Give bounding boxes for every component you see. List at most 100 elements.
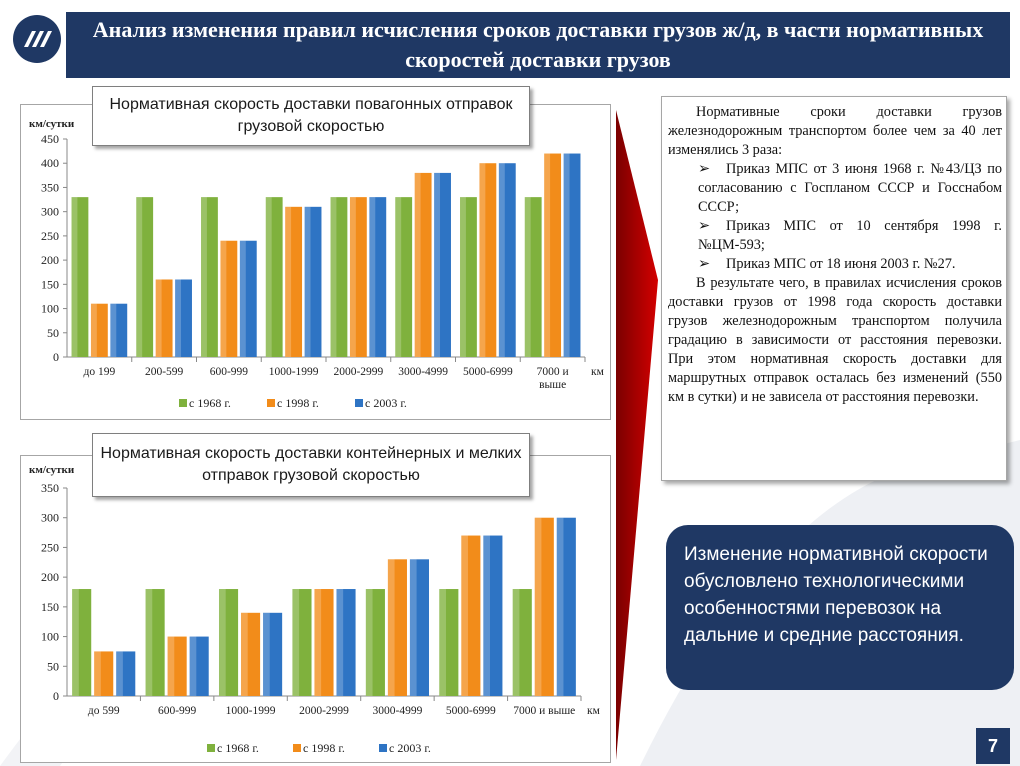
arrow-bullet-icon: ➢: [698, 256, 710, 272]
bar-highlight: [365, 589, 373, 696]
y-tick-label: 300: [41, 205, 59, 219]
bar-highlight: [524, 197, 531, 357]
bar: [534, 517, 554, 696]
x-tick-label: 5000-6999: [446, 705, 496, 717]
panel-item: ➢ Приказ МПС от 3 июня 1968 г. №43/ЦЗ по …: [698, 161, 1002, 215]
bar: [439, 589, 459, 696]
y-tick-label: 50: [47, 326, 59, 340]
bar: [292, 589, 312, 696]
y-axis-label: км/сутки: [29, 464, 75, 476]
bar-highlight: [218, 589, 226, 696]
bar-highlight: [94, 651, 101, 696]
bar-highlight: [136, 197, 143, 357]
legend-label: с 1968 г.: [189, 396, 231, 410]
bar-highlight: [155, 279, 162, 357]
x-tick-label: 1000-1999: [269, 366, 319, 378]
x-tick-label: 1000-1999: [226, 705, 276, 717]
arrow-bullet-icon: ➢: [698, 218, 710, 234]
x-tick-label: 3000-4999: [373, 705, 423, 717]
y-tick-label: 400: [41, 156, 59, 170]
bar: [314, 589, 334, 696]
x-tick-label: выше: [539, 379, 566, 391]
y-tick-label: 350: [41, 180, 59, 194]
bar-highlight: [265, 197, 272, 357]
bar-highlight: [460, 197, 466, 357]
bar: [556, 517, 576, 696]
bar: [330, 197, 348, 357]
bar-highlight: [556, 517, 564, 696]
bar-highlight: [336, 589, 344, 696]
bar: [479, 163, 497, 357]
bar-highlight: [483, 535, 491, 696]
bar-highlight: [498, 163, 505, 357]
y-axis-label: км/сутки: [29, 118, 75, 130]
x-tick-label: до 599: [88, 705, 120, 717]
bar: [263, 612, 283, 696]
bar: [524, 197, 542, 357]
legend-label: с 2003 г.: [365, 396, 407, 410]
x-tick-label: 600-999: [210, 366, 249, 378]
bar: [414, 172, 432, 357]
y-tick-label: 250: [41, 540, 59, 554]
bar: [336, 589, 356, 696]
panel-intro: Нормативные сроки доставки грузов железн…: [668, 104, 1002, 158]
bar-highlight: [534, 517, 542, 696]
arrow-bullet-icon: ➢: [698, 161, 710, 177]
x-tick-label: 600-999: [158, 705, 197, 717]
panel-item: ➢ Приказ МПС от 18 июня 2003 г. №27.: [698, 256, 956, 272]
bar-highlight: [239, 240, 246, 357]
bar: [110, 303, 128, 357]
bar: [395, 197, 413, 357]
bar-highlight: [220, 240, 227, 357]
legend-swatch: [207, 744, 215, 752]
bar: [90, 303, 108, 357]
bar: [369, 197, 387, 357]
bar-highlight: [314, 589, 322, 696]
bar-highlight: [167, 636, 175, 696]
conclusion-callout: Изменение нормативной скорости обусловле…: [666, 525, 1014, 690]
bar: [365, 589, 385, 696]
bar-highlight: [349, 197, 356, 357]
bar-highlight: [201, 197, 207, 357]
bar: [460, 197, 477, 357]
bar-highlight: [304, 206, 311, 357]
bar: [349, 197, 367, 357]
chart-container-shipments-title: Нормативная скорость доставки контейнерн…: [92, 433, 530, 497]
x-tick-label: 2000-2999: [299, 705, 349, 717]
rules-history-panel: Нормативные сроки доставки грузов железн…: [661, 96, 1007, 481]
y-tick-label: 50: [47, 659, 59, 673]
x-tick-label: до 199: [84, 366, 116, 378]
page-title: Анализ изменения правил исчисления сроко…: [66, 12, 1010, 78]
bar-highlight: [72, 589, 79, 696]
bar-highlight: [330, 197, 337, 357]
bar-highlight: [292, 589, 300, 696]
chart-wagon-shipments: км/сутки 0 50 100 150 200 250 300 350 400 450 до 19…: [20, 104, 611, 420]
bar-highlight: [175, 279, 182, 357]
legend-label: с 2003 г.: [389, 741, 431, 755]
y-tick-label: 250: [41, 229, 59, 243]
bar-highlight: [241, 612, 248, 696]
y-tick-label: 150: [41, 600, 59, 614]
bar: [155, 279, 173, 357]
x-tick-label: 7000 и: [537, 366, 569, 378]
bar-highlight: [563, 153, 570, 357]
bar-highlight: [479, 163, 486, 357]
bar: [116, 651, 136, 696]
bar-highlight: [285, 206, 292, 357]
bar-highlight: [90, 303, 97, 357]
bar: [285, 206, 303, 357]
chart-container-shipments-plot: км/сутки 0 50 100 150 200 250 300 350 до 599 600-9…: [29, 464, 601, 755]
bar-highlight: [263, 612, 270, 696]
legend-swatch: [379, 744, 387, 752]
page-number: 7: [976, 728, 1010, 764]
bar-highlight: [387, 559, 395, 696]
bar-highlight: [145, 589, 153, 696]
bar: [220, 240, 238, 357]
x-unit-label: км: [587, 705, 601, 717]
x-tick-label: 5000-6999: [463, 366, 513, 378]
bar-highlight: [434, 172, 441, 357]
y-tick-label: 200: [41, 570, 59, 584]
bar-highlight: [71, 197, 78, 357]
chart-wagon-shipments-title: Нормативная скорость доставки повагонных…: [92, 86, 530, 146]
bar-highlight: [439, 589, 446, 696]
